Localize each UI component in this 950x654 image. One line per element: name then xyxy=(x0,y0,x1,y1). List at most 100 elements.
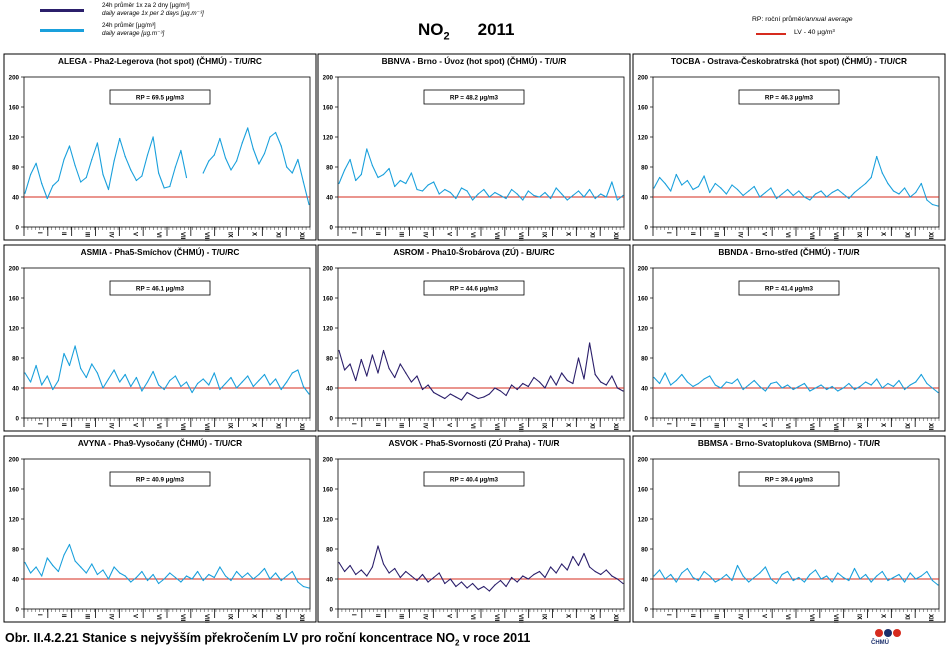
month-label: IX xyxy=(856,232,862,238)
series-line xyxy=(338,545,624,592)
data-point xyxy=(213,372,215,374)
month-label: IX xyxy=(227,614,233,620)
month-label: IX xyxy=(541,614,547,620)
rp-box xyxy=(109,89,211,105)
logo-text: ČHMÚ xyxy=(871,640,889,646)
data-point xyxy=(720,187,722,189)
data-point xyxy=(709,191,711,194)
rp-label: RP = 46.3 µg/m3 xyxy=(765,95,814,102)
data-point xyxy=(74,164,76,167)
data-point xyxy=(887,382,889,385)
panel-title: ASMIA - Pha5-Smíchov (ČHMÚ) - T/U/RC xyxy=(81,246,240,257)
y-tick-label: 0 xyxy=(330,225,334,232)
y-tick-label: 200 xyxy=(323,266,334,273)
data-point xyxy=(102,173,104,176)
month-label: VI xyxy=(784,423,790,429)
data-point xyxy=(926,199,928,201)
data-point xyxy=(814,193,817,195)
data-point xyxy=(494,191,496,194)
panel-frame xyxy=(3,244,317,432)
data-point xyxy=(24,561,26,564)
month-label: VIII xyxy=(203,423,209,432)
data-point xyxy=(382,563,385,565)
data-point xyxy=(460,581,463,583)
data-point xyxy=(742,388,744,391)
data-point xyxy=(887,579,889,582)
data-point xyxy=(798,385,800,388)
y-tick-label: 40 xyxy=(326,577,333,584)
data-point xyxy=(736,378,739,380)
rp-label: RP = 40.4 µg/m3 xyxy=(450,477,499,484)
data-point xyxy=(686,179,689,182)
data-point xyxy=(399,363,401,365)
data-point xyxy=(286,166,288,168)
logo-dot xyxy=(875,629,883,637)
rp-box xyxy=(423,471,525,487)
data-point xyxy=(686,567,689,570)
month-label: IX xyxy=(227,423,233,429)
data-point xyxy=(163,578,165,580)
data-point xyxy=(80,566,82,568)
month-label: II xyxy=(60,614,66,618)
data-point xyxy=(600,193,602,195)
data-point xyxy=(764,191,767,194)
data-point xyxy=(185,176,188,179)
data-point xyxy=(421,573,424,576)
month-label: III xyxy=(84,614,90,619)
rp-label: RP = 69.5 µg/m3 xyxy=(136,95,185,102)
data-point xyxy=(931,387,934,389)
panel-title: ALEGA - Pha2-Legerova (hot spot) (ČHMÚ) … xyxy=(58,55,262,66)
data-point xyxy=(753,185,755,188)
data-point xyxy=(472,199,474,201)
data-point xyxy=(577,190,580,192)
data-point xyxy=(703,378,705,380)
data-point xyxy=(449,191,451,194)
month-label: XI xyxy=(588,614,594,620)
data-point xyxy=(247,127,249,129)
rp-label: RP = 48.2 µg/m3 xyxy=(450,95,499,102)
month-label: VI xyxy=(155,232,161,238)
data-point xyxy=(410,172,412,174)
month-label: I xyxy=(350,423,356,425)
month-label: IX xyxy=(856,423,862,429)
data-point xyxy=(135,179,137,182)
data-point xyxy=(46,197,48,200)
month-label: X xyxy=(564,423,570,427)
panel-title: ASROM - Pha10-Šrobárova (ZÚ) - B/U/RC xyxy=(393,246,554,257)
data-point xyxy=(876,155,878,158)
month-label: I xyxy=(350,232,356,234)
data-point xyxy=(544,576,546,579)
data-point xyxy=(775,582,778,585)
data-point xyxy=(269,384,271,386)
data-point xyxy=(421,388,424,391)
data-point xyxy=(714,182,716,185)
data-point xyxy=(720,578,722,580)
series-legend: 24h průměr 1x za 2 dny [µg/m³] daily ave… xyxy=(40,2,340,44)
data-point xyxy=(63,158,65,161)
series-line xyxy=(338,148,624,201)
data-point xyxy=(583,378,585,380)
data-point xyxy=(197,382,199,385)
data-point xyxy=(174,576,176,579)
month-label: V xyxy=(760,614,766,618)
data-point xyxy=(280,388,282,391)
data-point xyxy=(814,569,817,571)
data-point xyxy=(163,187,165,189)
limit-legend: RP: roční průměr/annual average LV - 40 … xyxy=(752,16,942,46)
data-point xyxy=(382,349,385,352)
data-point xyxy=(522,199,524,201)
data-point xyxy=(611,375,613,377)
data-point xyxy=(499,579,502,582)
data-point xyxy=(427,384,429,386)
data-point xyxy=(589,342,591,344)
data-point xyxy=(803,581,806,583)
month-label: VI xyxy=(784,614,790,620)
data-point xyxy=(692,385,694,388)
data-point xyxy=(594,197,596,200)
month-label: X xyxy=(250,614,256,618)
data-point xyxy=(119,381,121,383)
data-point xyxy=(236,570,238,573)
data-point xyxy=(230,579,232,582)
data-point xyxy=(798,190,800,192)
month-label: VIII xyxy=(203,232,209,241)
